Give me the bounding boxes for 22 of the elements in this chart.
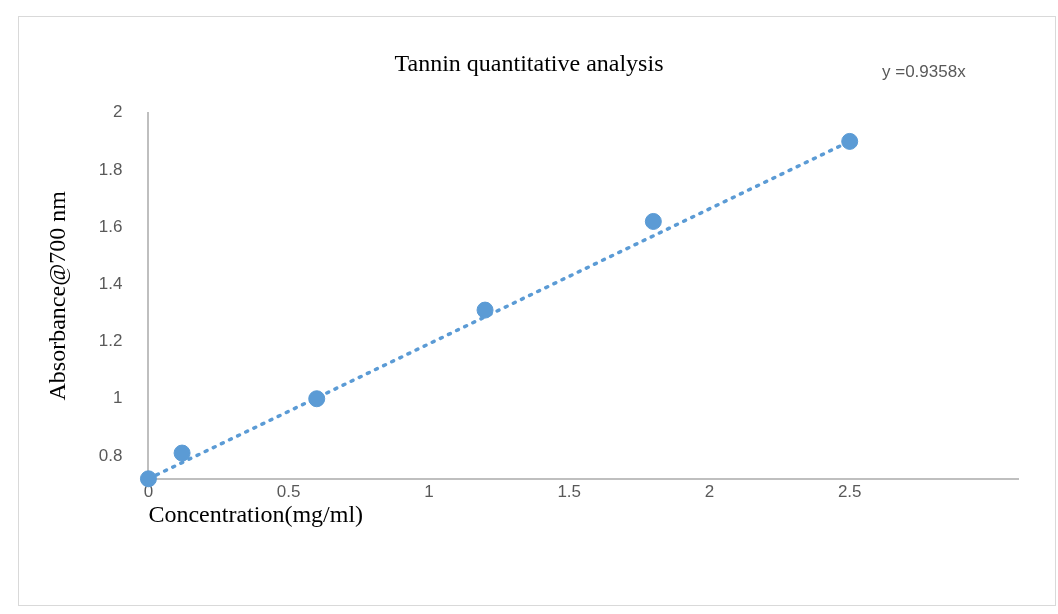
y-tick-label: 1.2 — [98, 331, 123, 351]
y-tick-label: 1.6 — [98, 216, 123, 236]
x-tick-label: 0.5 — [276, 481, 301, 501]
y-tick-label: 1 — [112, 388, 123, 408]
y-tick-label: 1.4 — [98, 274, 123, 294]
y-tick-label: 2 — [112, 102, 123, 122]
x-tick-label: 1.5 — [557, 481, 582, 501]
point — [644, 212, 662, 230]
x-axis-title: Concentration(mg/ml) — [148, 500, 364, 527]
point — [476, 301, 494, 319]
point — [308, 390, 326, 408]
point — [173, 444, 191, 462]
point — [139, 470, 157, 488]
y-axis-title: Absorbance@700 nm — [43, 190, 70, 401]
point — [841, 132, 859, 150]
x-tick-label: 2.5 — [837, 481, 862, 501]
y-tick-label: 1.8 — [98, 159, 123, 179]
x-tick-label: 1 — [424, 481, 434, 501]
text: y =0.9358x — [882, 62, 967, 82]
y-tick-label: 0.8 — [98, 445, 123, 465]
x-tick-label: 2 — [704, 481, 715, 501]
chart-title: Tannin quantitative analysis — [394, 49, 664, 76]
